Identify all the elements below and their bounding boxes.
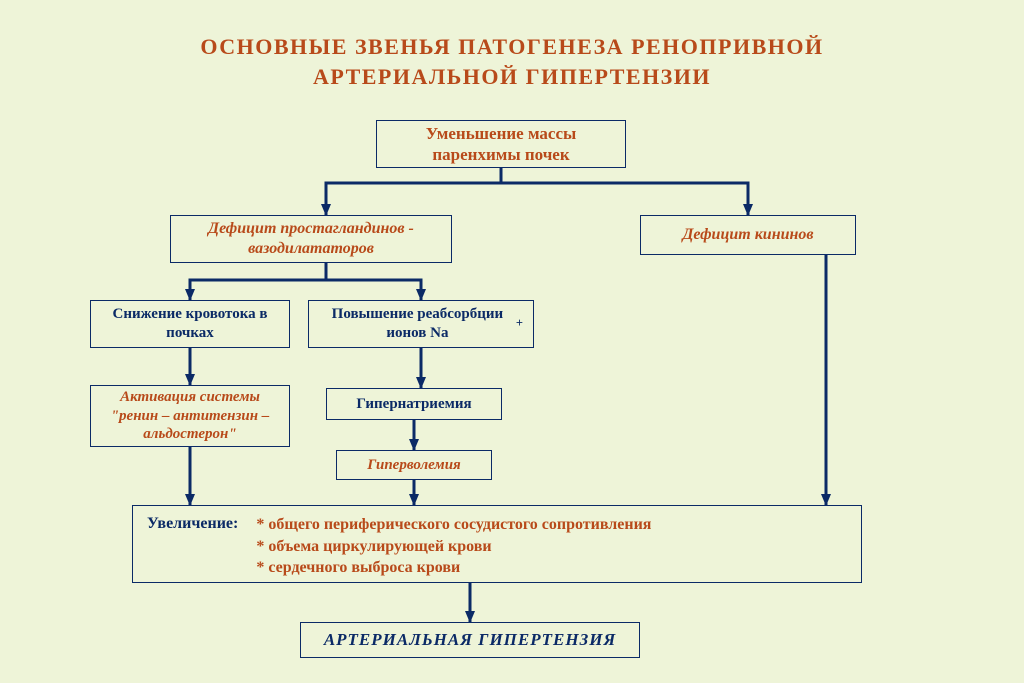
increase-item: * объема циркулирующей крови	[256, 536, 847, 558]
increase-label: Увеличение:	[147, 514, 256, 534]
title-line-2: АРТЕРИАЛЬНОЙ ГИПЕРТЕНЗИИ	[0, 64, 1024, 90]
node-na-reabsorption: Повышение реабсорбции ионов Na+	[308, 300, 534, 348]
node-hypernatremia: Гипернатриемия	[326, 388, 502, 420]
node-kinins: Дефицит кининов	[640, 215, 856, 255]
node-start: Уменьшение массы паренхимы почек	[376, 120, 626, 168]
node-hypervolemia: Гиперволемия	[336, 450, 492, 480]
title-line-1: ОСНОВНЫЕ ЗВЕНЬЯ ПАТОГЕНЕЗА РЕНОПРИВНОЙ	[0, 34, 1024, 60]
flow-arrow	[326, 168, 501, 215]
flow-arrow	[190, 263, 326, 300]
node-raas: Активация системы "ренин – антитензин – …	[90, 385, 290, 447]
node-final: АРТЕРИАЛЬНАЯ ГИПЕРТЕНЗИЯ	[300, 622, 640, 658]
node-prostaglandins: Дефицит простагландинов - вазодилататоро…	[170, 215, 452, 263]
flow-arrow	[326, 263, 421, 300]
increase-list: * общего периферического сосудистого соп…	[256, 514, 847, 579]
diagram-stage: ОСНОВНЫЕ ЗВЕНЬЯ ПАТОГЕНЕЗА РЕНОПРИВНОЙ А…	[0, 0, 1024, 683]
node-increase: Увеличение: * общего периферического сос…	[132, 505, 862, 583]
node-renal-flow: Снижение кровотока в почках	[90, 300, 290, 348]
flow-arrow	[501, 168, 748, 215]
increase-item: * общего периферического сосудистого соп…	[256, 514, 847, 536]
increase-item: * сердечного выброса крови	[256, 557, 847, 579]
